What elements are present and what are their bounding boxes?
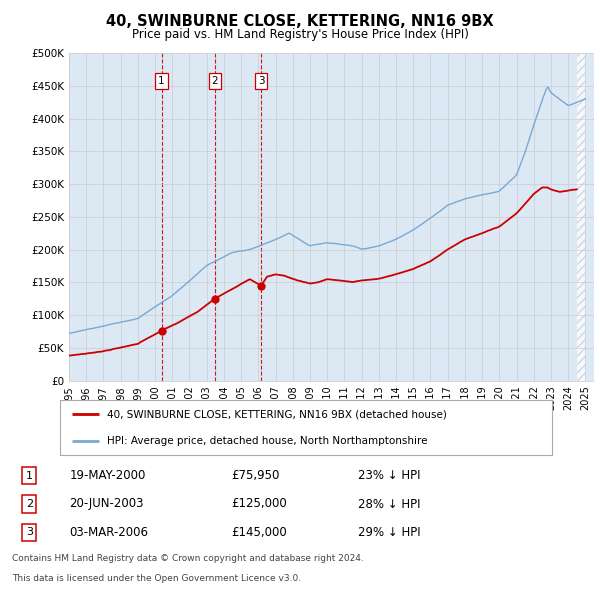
Text: £145,000: £145,000 <box>231 526 287 539</box>
Text: £75,950: £75,950 <box>231 469 279 483</box>
Text: 03-MAR-2006: 03-MAR-2006 <box>70 526 149 539</box>
Text: 1: 1 <box>158 76 165 86</box>
Text: This data is licensed under the Open Government Licence v3.0.: This data is licensed under the Open Gov… <box>12 574 301 584</box>
Text: 3: 3 <box>26 527 33 537</box>
Text: 40, SWINBURNE CLOSE, KETTERING, NN16 9BX (detached house): 40, SWINBURNE CLOSE, KETTERING, NN16 9BX… <box>107 409 446 419</box>
Text: 1: 1 <box>26 471 33 481</box>
Text: 2: 2 <box>26 499 33 509</box>
Text: 28% ↓ HPI: 28% ↓ HPI <box>358 497 420 510</box>
Text: 20-JUN-2003: 20-JUN-2003 <box>70 497 144 510</box>
Text: Contains HM Land Registry data © Crown copyright and database right 2024.: Contains HM Land Registry data © Crown c… <box>12 555 364 563</box>
Text: 40, SWINBURNE CLOSE, KETTERING, NN16 9BX: 40, SWINBURNE CLOSE, KETTERING, NN16 9BX <box>106 14 494 29</box>
Text: £125,000: £125,000 <box>231 497 287 510</box>
Text: 19-MAY-2000: 19-MAY-2000 <box>70 469 146 483</box>
Text: 23% ↓ HPI: 23% ↓ HPI <box>358 469 420 483</box>
Text: 29% ↓ HPI: 29% ↓ HPI <box>358 526 420 539</box>
Text: 2: 2 <box>211 76 218 86</box>
Text: 3: 3 <box>258 76 265 86</box>
Text: Price paid vs. HM Land Registry's House Price Index (HPI): Price paid vs. HM Land Registry's House … <box>131 28 469 41</box>
Text: HPI: Average price, detached house, North Northamptonshire: HPI: Average price, detached house, Nort… <box>107 435 427 445</box>
